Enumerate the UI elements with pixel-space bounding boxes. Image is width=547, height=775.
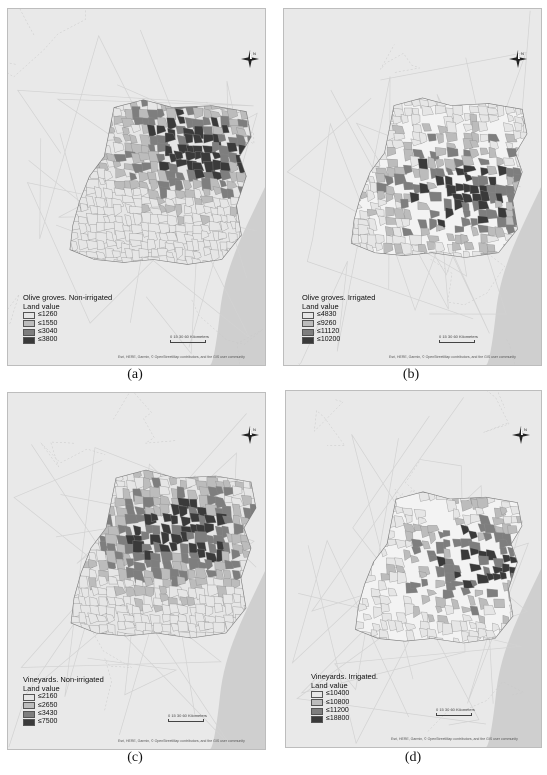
legend-class: ≤4830 [317, 311, 337, 319]
scale-bar: 0 15 30 60 Kilometers [439, 334, 478, 343]
legend-subtitle: Land value [311, 680, 348, 690]
attribution: Esri, HERE, Garmin, © OpenStreetMap cont… [118, 355, 245, 359]
legend-swatch [23, 311, 35, 319]
legend-class: ≤2160 [38, 693, 58, 701]
north-arrow-icon: N [508, 49, 528, 69]
legend-subtitle: Land value [23, 301, 60, 311]
legend-subtitle: Land value [23, 683, 60, 693]
north-arrow-icon: N [240, 425, 260, 445]
map-b [284, 9, 541, 365]
legend-class: ≤18800 [326, 715, 350, 723]
legend-class: ≤9260 [317, 319, 337, 327]
legend-swatch [311, 707, 323, 715]
map-a [8, 9, 265, 365]
legend-a: Olive groves. Non-irrigated Land value ≤… [23, 293, 113, 345]
map-c [8, 393, 265, 749]
legend-swatch [302, 311, 314, 319]
map-panel-d: N Vineyards. Irrigated. Land value ≤1040… [285, 390, 542, 748]
legend-class: ≤3800 [38, 336, 58, 344]
legend-swatch [302, 320, 314, 328]
scale-label: 0 15 30 60 Kilometers [168, 713, 207, 718]
legend-class: ≤3040 [38, 328, 58, 335]
caption-c: (c) [127, 750, 143, 765]
scale-bar: 0 15 30 60 Kilometers [436, 707, 475, 716]
legend-class: ≤10200 [317, 336, 341, 344]
legend-title: Olive groves. Irrigated [302, 293, 376, 302]
map-panel-c: N Vineyards. Non-irrigated Land value ≤2… [7, 392, 266, 750]
legend-subtitle: Land value [302, 301, 339, 311]
legend-class: ≤10800 [326, 698, 350, 706]
scale-label: 0 15 30 60 Kilometers [439, 334, 478, 339]
legend-d: Vineyards. Irrigated. Land value ≤10400 … [311, 672, 378, 724]
attribution: Esri, HERE, Garmin, © OpenStreetMap cont… [391, 737, 518, 741]
scale-bar: 0 15 30 60 Kilometers [170, 334, 209, 343]
scale-label: 0 15 30 60 Kilometers [170, 334, 209, 339]
map-d [286, 391, 541, 747]
attribution: Esri, HERE, Garmin, © OpenStreetMap cont… [389, 355, 516, 359]
legend-class: ≤1260 [38, 311, 58, 319]
legend-swatch [311, 690, 323, 698]
caption-d: (d) [404, 750, 422, 765]
legend-swatch [23, 693, 35, 701]
legend-class: ≤1550 [38, 319, 58, 327]
scale-label: 0 15 30 60 Kilometers [436, 707, 475, 712]
caption-a: (a) [127, 367, 143, 382]
legend-class: ≤2650 [38, 701, 58, 709]
north-arrow-icon: N [240, 49, 260, 69]
legend-class: ≤11200 [326, 707, 349, 714]
scale-bar: 0 15 30 60 Kilometers [168, 713, 207, 722]
legend-title: Vineyards. Non-irrigated [23, 675, 104, 684]
legend-b: Olive groves. Irrigated Land value ≤4830… [302, 293, 376, 345]
legend-c: Vineyards. Non-irrigated Land value ≤216… [23, 675, 104, 727]
legend-title: Vineyards. Irrigated. [311, 672, 378, 681]
legend-class: ≤7500 [38, 718, 58, 726]
svg-text:N: N [524, 427, 527, 432]
legend-swatch [23, 719, 35, 727]
attribution: Esri, HERE, Garmin, © OpenStreetMap cont… [118, 739, 245, 743]
caption-b: (b) [402, 367, 420, 382]
legend-swatch [23, 702, 35, 710]
legend-swatch [311, 699, 323, 707]
legend-class: ≤11120 [317, 328, 340, 335]
legend-swatch [23, 328, 35, 336]
svg-text:N: N [253, 51, 256, 56]
legend-title: Olive groves. Non-irrigated [23, 293, 113, 302]
map-panel-b: N Olive groves. Irrigated Land value ≤48… [283, 8, 542, 366]
legend-swatch [302, 337, 314, 345]
legend-class: ≤10400 [326, 690, 350, 698]
legend-swatch [311, 716, 323, 724]
legend-swatch [23, 710, 35, 718]
north-arrow-icon: N [511, 425, 531, 445]
legend-class: ≤3430 [38, 710, 58, 717]
map-panel-a: N Olive groves. Non-irrigated Land value… [7, 8, 266, 366]
svg-text:N: N [253, 427, 256, 432]
svg-text:N: N [521, 51, 524, 56]
legend-swatch [302, 328, 314, 336]
legend-swatch [23, 337, 35, 345]
legend-swatch [23, 320, 35, 328]
